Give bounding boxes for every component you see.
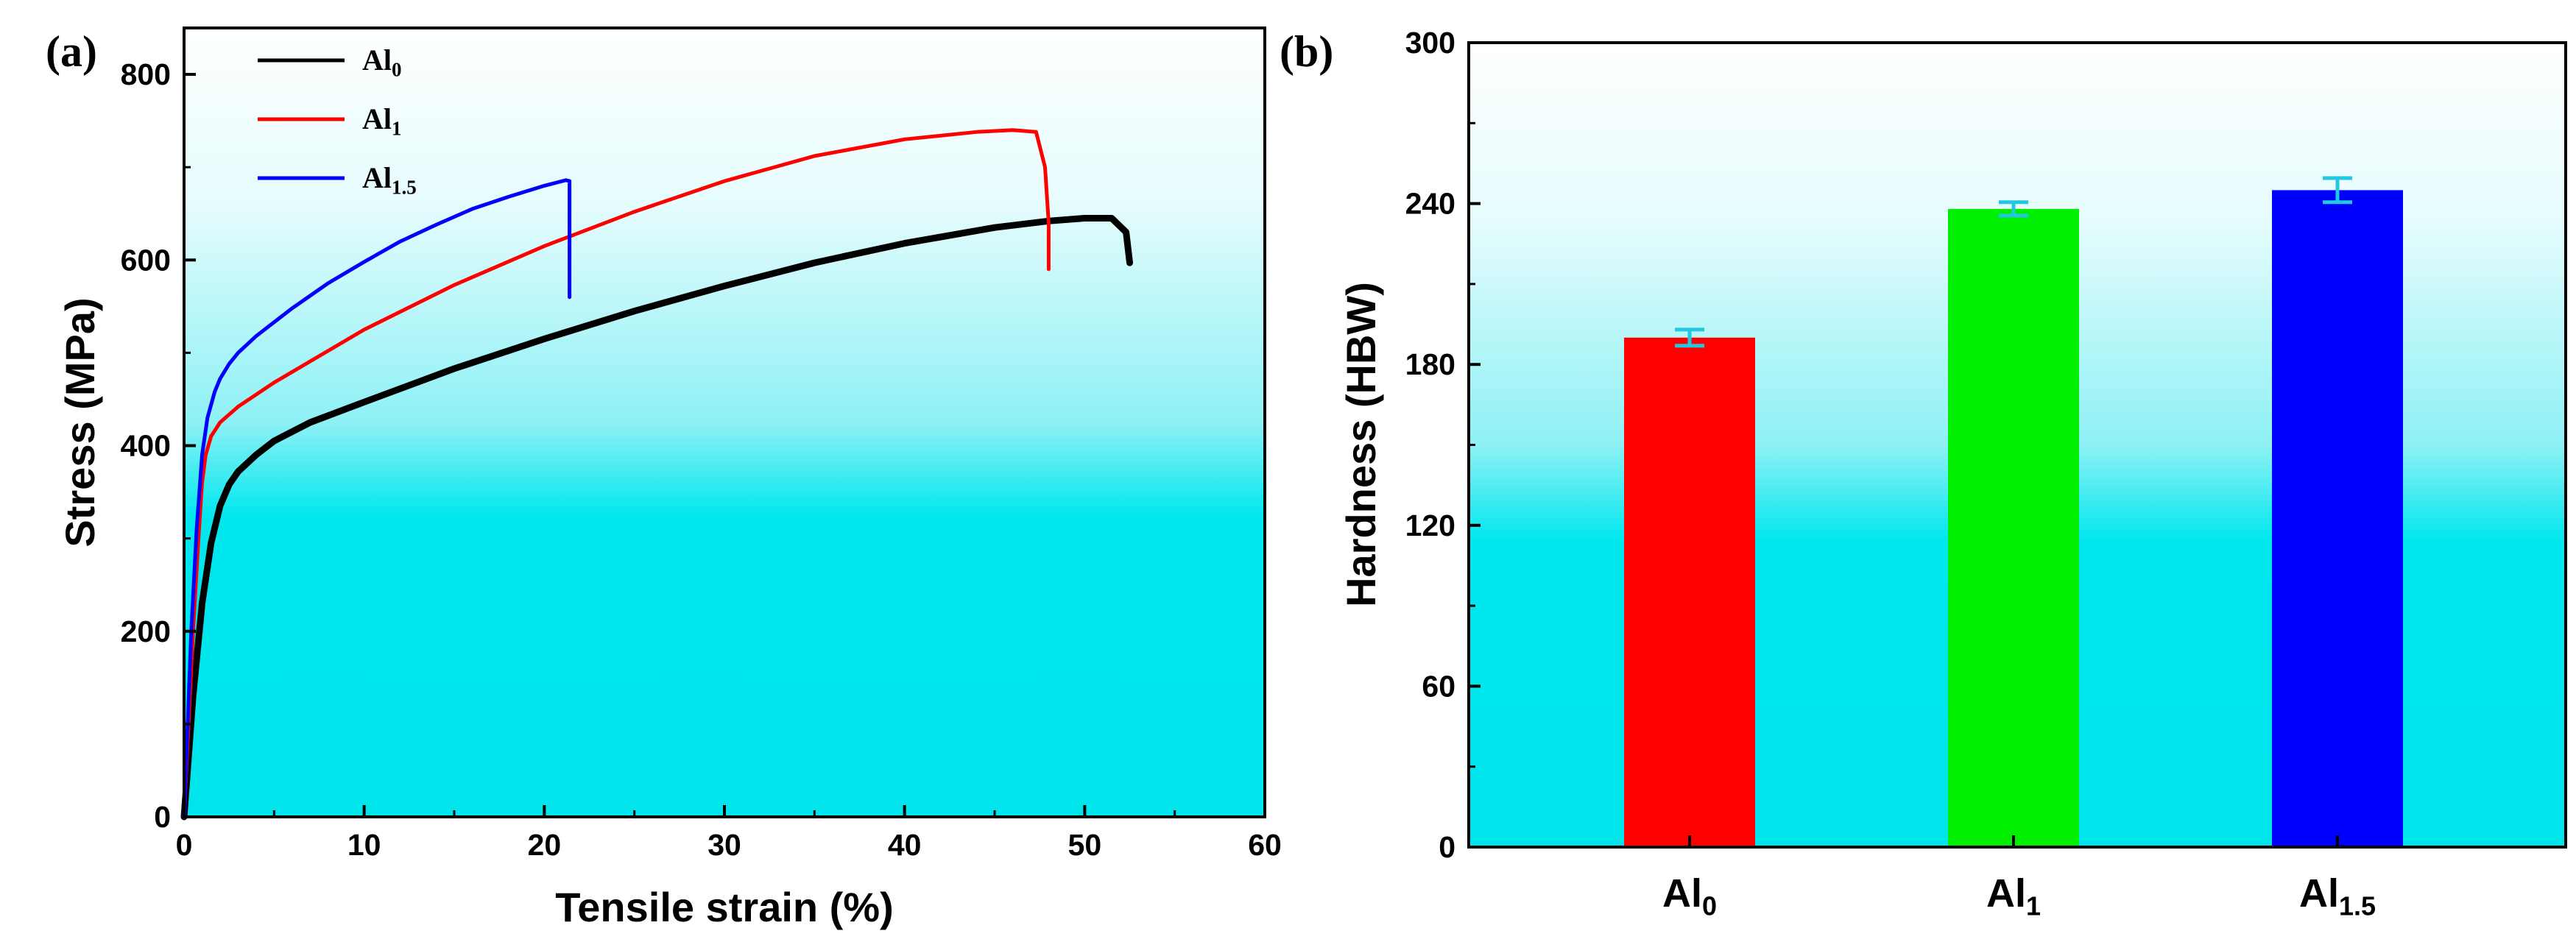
y-tick-label: 300: [1405, 26, 1455, 60]
y-tick-label: 200: [121, 615, 171, 648]
panel-label-b: (b): [1280, 27, 1333, 76]
legend-label-al0: Al0: [362, 43, 402, 81]
bar-al0: [1624, 337, 1755, 847]
tensile-legend: Al0 Al1 Al1.5: [258, 43, 417, 199]
bar-al1-5: [2272, 190, 2403, 848]
category-label-al1-5: Al1.5: [2299, 871, 2376, 921]
category-label-al0: Al0: [1662, 871, 1717, 921]
hardness-chart: 0 60 120 180 240 300 Al0 Al1 Al1.5 (b) Hardness …: [1280, 26, 2567, 921]
hardness-bars-group: [1624, 176, 2403, 848]
hardness-axis-ticks: 0 60 120 180 240 300 Al0 Al1 Al1.5: [1405, 26, 2376, 921]
y-tick-label: 180: [1405, 347, 1455, 381]
y-tick-label: 240: [1405, 187, 1455, 221]
category-label-al1: Al1: [1986, 871, 2041, 921]
x-tick-label: 50: [1068, 828, 1102, 862]
y-tick-label: 400: [121, 429, 171, 463]
y-tick-label: 0: [154, 800, 171, 834]
panel-label-a: (a): [46, 27, 97, 76]
y-tick-label: 600: [121, 243, 171, 277]
x-tick-label: 10: [347, 828, 381, 862]
bar-al1: [1948, 208, 2079, 847]
x-tick-label: 20: [528, 828, 562, 862]
legend-label-al1: Al1: [362, 102, 402, 140]
x-tick-label: 40: [888, 828, 922, 862]
legend-label-al1-5: Al1.5: [362, 161, 417, 199]
x-tick-label: 30: [707, 828, 741, 862]
tensile-y-axis-title: Stress (MPa): [57, 297, 103, 547]
tensile-series-group: [180, 128, 1133, 821]
x-tick-label: 60: [1248, 828, 1282, 862]
series-line-al1: [182, 128, 1051, 819]
y-tick-label: 800: [121, 57, 171, 91]
y-tick-label: 60: [1422, 669, 1455, 703]
hardness-y-axis-title: Hardness (HBW): [1338, 282, 1384, 607]
x-tick-label: 0: [176, 828, 193, 862]
series-line-al0: [180, 215, 1133, 821]
y-tick-label: 120: [1405, 509, 1455, 542]
y-tick-label: 0: [1439, 830, 1455, 864]
tensile-plot-background: [184, 28, 1265, 817]
series-line-al1-5: [182, 178, 572, 819]
tensile-x-axis-title: Tensile strain (%): [555, 884, 894, 930]
